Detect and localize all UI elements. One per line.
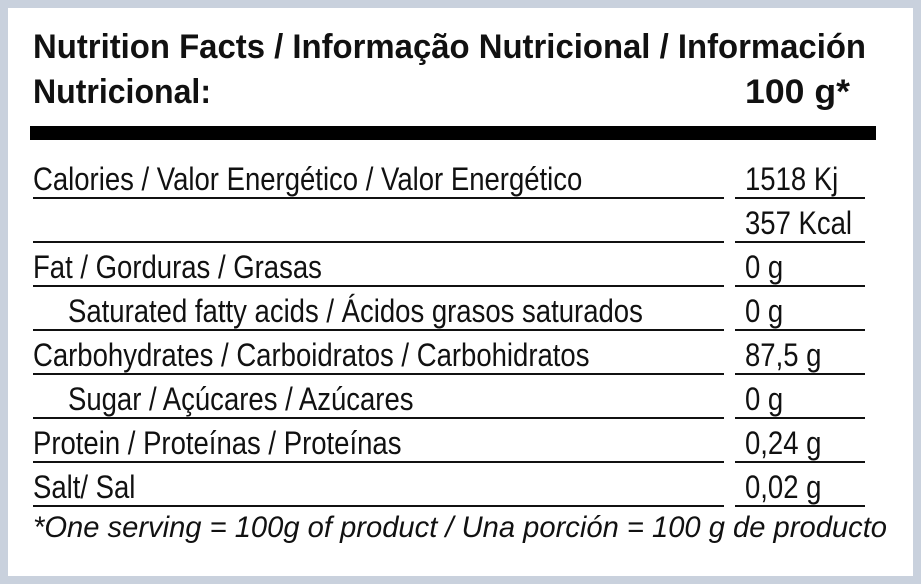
row-label: Fat / Gorduras / Grasas [33, 250, 322, 285]
row-label: Calories / Valor Energético / Valor Ener… [33, 162, 582, 197]
row-value: 0 g [745, 382, 783, 417]
footnote: *One serving = 100g of product / Una por… [33, 511, 887, 544]
title-line: Nutricional: [33, 73, 211, 111]
title-line: Nutrition Facts / Informação Nutricional… [33, 28, 866, 66]
row-value: 0 g [745, 294, 783, 329]
row-value: 0,02 g [745, 470, 821, 505]
row-value: 1518 Kj [745, 162, 838, 197]
row-value: 357 Kcal [745, 206, 852, 241]
row-label: Saturated fatty acids / Ácidos grasos sa… [68, 294, 643, 329]
row-value: 87,5 g [745, 338, 821, 373]
row-value: 0 g [745, 250, 783, 285]
label-panel [8, 8, 913, 576]
divider-bar [30, 126, 876, 140]
row-value: 0,24 g [745, 426, 821, 461]
row-label: Carbohydrates / Carboidratos / Carbohidr… [33, 338, 590, 373]
row-label: Sugar / Açúcares / Azúcares [68, 382, 414, 417]
row-label: Salt/ Sal [33, 470, 135, 505]
row-label: Protein / Proteínas / Proteínas [33, 426, 401, 461]
serving-size: 100 g* [745, 73, 851, 111]
